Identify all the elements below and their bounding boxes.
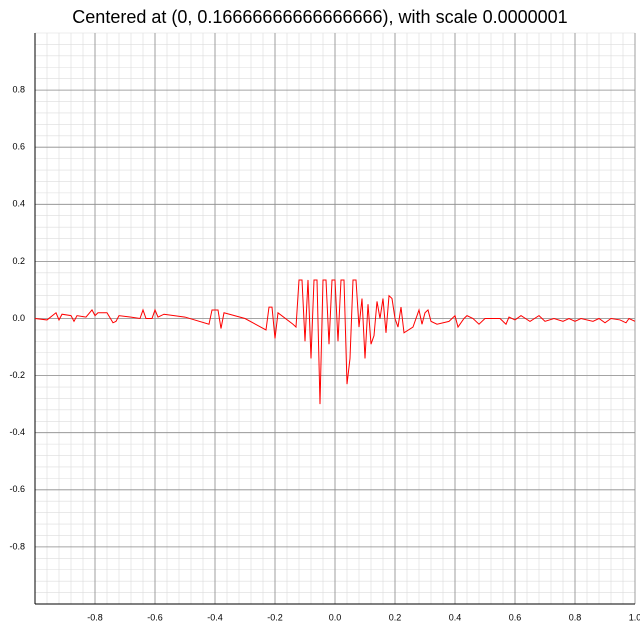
x-tick-label: 0.6 <box>509 612 522 622</box>
x-tick-label: -0.4 <box>207 612 223 622</box>
chart-title: Centered at (0, 0.16666666666666666), wi… <box>72 7 567 27</box>
x-tick-label: 0.8 <box>569 612 582 622</box>
x-tick-label: -0.8 <box>87 612 103 622</box>
data-line <box>34 279 636 405</box>
y-tick-label: -0.8 <box>9 541 25 551</box>
x-tick-label: 0.0 <box>329 612 342 622</box>
y-tick-label: 0.4 <box>12 199 25 209</box>
y-tick-label: -0.6 <box>9 484 25 494</box>
y-tick-label: 0.2 <box>12 256 25 266</box>
x-tick-label: 1.0 <box>629 612 640 622</box>
y-tick-label: -0.4 <box>9 427 25 437</box>
y-tick-label: 0.8 <box>12 84 25 94</box>
x-tick-label: 0.2 <box>389 612 402 622</box>
x-tick-label: -0.6 <box>147 612 163 622</box>
x-tick-label: 0.4 <box>449 612 462 622</box>
x-tick-label: -0.2 <box>267 612 283 622</box>
y-tick-label: -0.2 <box>9 370 25 380</box>
y-tick-label: 0.0 <box>12 313 25 323</box>
y-tick-label: 0.6 <box>12 142 25 152</box>
